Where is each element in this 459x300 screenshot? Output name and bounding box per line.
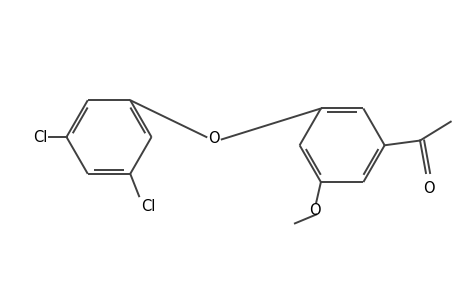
- Text: Cl: Cl: [140, 199, 155, 214]
- Text: O: O: [208, 131, 219, 146]
- Text: O: O: [308, 203, 320, 218]
- Text: O: O: [422, 181, 434, 196]
- Text: Cl: Cl: [33, 130, 47, 145]
